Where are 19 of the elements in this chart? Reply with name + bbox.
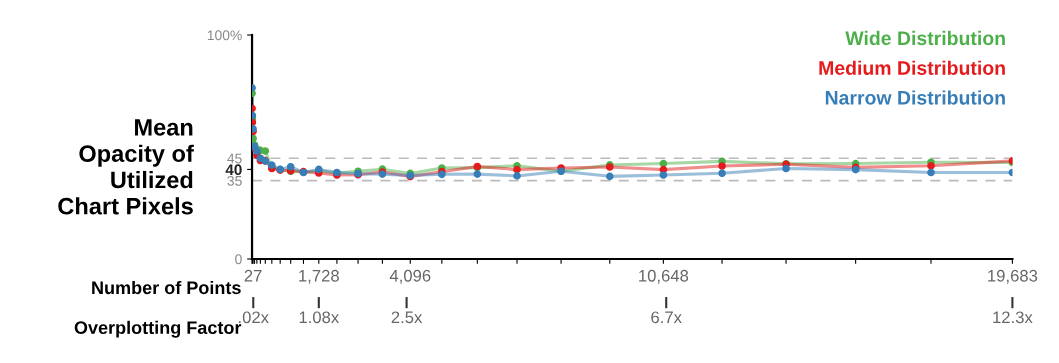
x2-tick-label: 12.3x [993, 311, 1033, 324]
y-tick-label: 45 [227, 153, 242, 164]
y-tick-label: 40 [225, 164, 242, 176]
x2-tick-label: 6.7x [651, 311, 682, 324]
text: Narrow Distribution [825, 90, 1005, 105]
x-tick-label: 19,683 [988, 269, 1038, 284]
x-tick-label: 4,096 [389, 269, 431, 284]
x-tick-label: 10,648 [639, 269, 689, 284]
y-axis-title: Mean Opacity of Utilized Chart Pixels [58, 119, 194, 215]
x-axis-title: Number of Points [92, 280, 241, 295]
x-tick-label: 27 [244, 269, 262, 282]
text: Wide Distribution [845, 30, 1005, 46]
x2-tick-label: 2.5x [391, 311, 423, 324]
y-tick-label: 35 [227, 175, 242, 186]
x2-tick-label: 1.08x [299, 311, 340, 324]
text: Medium Distribution [819, 60, 1005, 75]
x-tick-label: 1,728 [299, 269, 339, 284]
y-tick-label: 100% [207, 30, 242, 41]
y-tick-label: 0 [235, 254, 242, 265]
